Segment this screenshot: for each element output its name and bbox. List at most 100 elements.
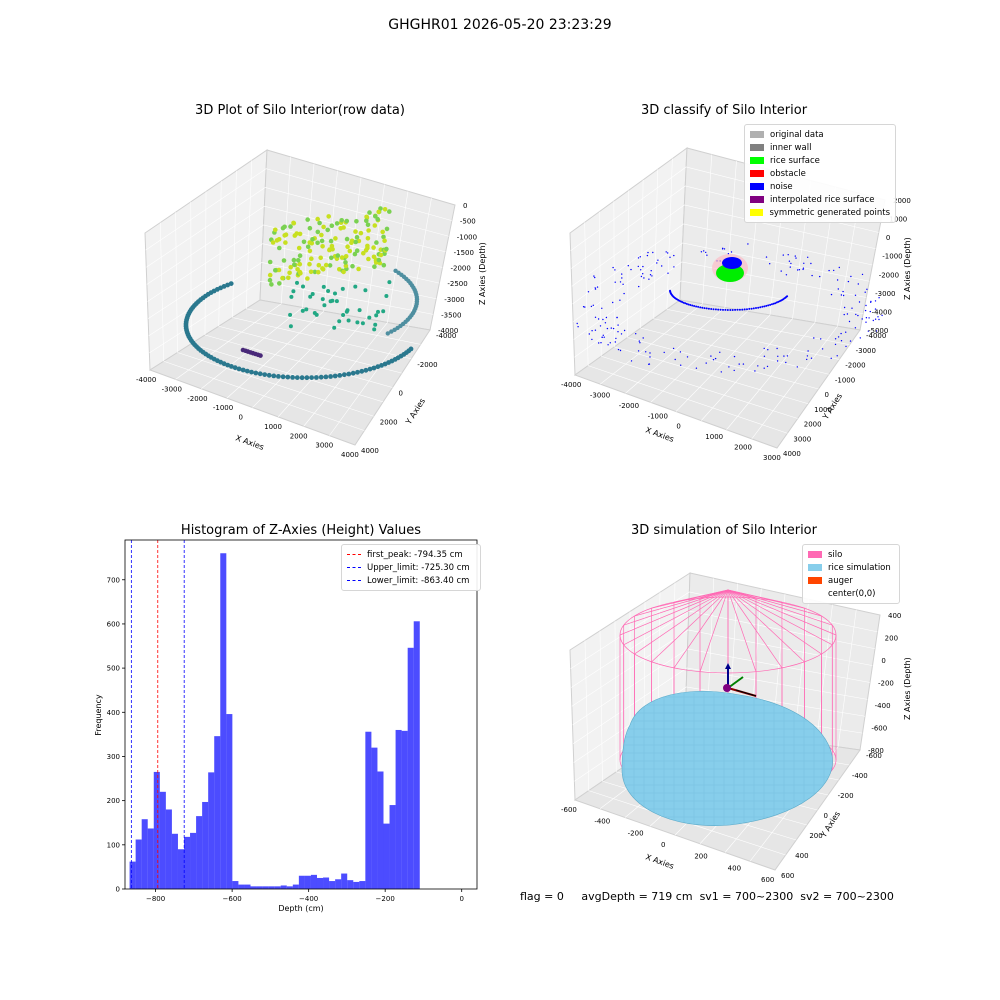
sim-legend-swatch: [808, 564, 822, 571]
raw-xtick-label: 2000: [290, 432, 308, 440]
classify-noise-point: [834, 338, 837, 340]
raw-grid-line: [218, 181, 222, 327]
classify-noise-point: [867, 330, 870, 332]
raw-point: [333, 291, 337, 296]
classify-legend-swatch: [750, 196, 764, 203]
classify-ytick-label: -4000: [866, 332, 886, 340]
raw-point: [292, 262, 297, 267]
classify-grid-line: [751, 326, 838, 440]
raw-point: [283, 240, 288, 245]
raw-point: [328, 238, 334, 244]
classify-noise-point: [813, 337, 815, 339]
raw-point: [290, 375, 295, 380]
sim-3d-plot: -600 -400 -200 0 200 400 600 -600 -400 -200 0 200 40…: [561, 572, 912, 884]
raw-point: [353, 229, 358, 234]
classify-noise-point: [797, 269, 799, 271]
raw-point: [240, 367, 246, 373]
histogram-bar: [196, 816, 203, 889]
raw-point: [221, 284, 227, 289]
sim-legend-label: silo: [828, 549, 843, 560]
sim-silo-roof-line: [699, 589, 729, 599]
raw-grid-line: [252, 314, 346, 408]
raw-point: [228, 281, 234, 286]
raw-point: [288, 224, 293, 229]
classify-grid-line: [640, 179, 644, 329]
raw-grid-line: [387, 191, 409, 323]
raw-point: [273, 227, 278, 233]
classify-noise-point: [710, 355, 712, 357]
raw-grid-line: [145, 168, 452, 251]
classify-noise-point: [851, 307, 853, 309]
classify-noise-point: [802, 268, 804, 271]
raw-grid-line: [148, 262, 437, 337]
classify-noise-point: [729, 309, 732, 311]
classify-noise-point: [765, 304, 768, 307]
raw-point: [297, 261, 303, 267]
raw-point: [299, 375, 305, 381]
raw-point: [285, 374, 291, 380]
classify-noise-point: [663, 351, 665, 354]
raw-point: [372, 264, 377, 269]
classify-noise-point: [714, 357, 717, 360]
sim-auger-z-arrowhead: [725, 663, 731, 669]
raw-point: [335, 253, 341, 258]
raw-ytick-label: -4000: [436, 332, 456, 340]
classify-grid-line: [572, 242, 870, 322]
raw-point: [339, 255, 345, 260]
classify-noise-point: [821, 348, 824, 350]
raw-point: [267, 259, 273, 265]
histogram-xtick-label: 0: [459, 895, 463, 903]
sim-legend-label: auger: [828, 575, 853, 586]
classify-noise-point: [651, 275, 653, 277]
histogram-bar: [286, 886, 293, 889]
classify-noise-point: [705, 307, 708, 310]
raw-point: [378, 252, 384, 258]
raw-point: [253, 370, 259, 376]
raw-point: [382, 361, 388, 367]
classify-grid-line: [653, 318, 840, 360]
classify-noise-point: [840, 340, 843, 342]
sim-legend-swatch: [808, 551, 822, 558]
classify-noise-point: [830, 357, 832, 359]
histogram-bar: [165, 809, 172, 889]
raw-point: [354, 235, 360, 240]
raw-point: [381, 262, 387, 268]
raw-point: [366, 228, 371, 233]
raw-point: [354, 248, 360, 253]
classify-noise-point: [877, 316, 879, 318]
classify-noise-point: [669, 289, 671, 292]
raw-xtick-label: -2000: [187, 395, 207, 403]
raw-point: [343, 254, 349, 259]
raw-point: [270, 240, 276, 245]
raw-point: [267, 272, 273, 278]
raw-ytick-label: 4000: [361, 447, 379, 455]
classify-noise-point: [836, 279, 839, 281]
sim-center-marker: [723, 684, 731, 692]
classify-noise-point: [770, 303, 773, 306]
classify-legend-swatch: [750, 144, 764, 151]
classify-noise-point: [703, 250, 705, 252]
histogram-legend-swatch: [347, 554, 361, 555]
raw-point: [366, 256, 371, 262]
raw-grid-line: [147, 243, 440, 319]
sim-silo-roof-line: [673, 589, 729, 603]
classify-noise-point: [734, 308, 737, 311]
classify-noise-point: [623, 292, 625, 295]
status-footer: flag = 0 avgDepth = 719 cm sv1 = 700~230…: [520, 890, 894, 903]
classify-noise-point: [848, 320, 851, 323]
raw-point: [232, 365, 238, 371]
classify-noise-point: [617, 324, 619, 326]
classify-noise-point: [646, 254, 649, 257]
classify-noise-point: [640, 269, 642, 271]
sim-grid-line: [837, 609, 857, 747]
classify-noise-point: [652, 251, 654, 254]
classify-grid-line: [701, 318, 793, 421]
classify-noise-point: [720, 371, 722, 373]
raw-point: [332, 373, 338, 379]
histogram-bar: [383, 823, 390, 889]
classify-noise-point: [673, 266, 675, 268]
classify-noise-point: [590, 305, 593, 308]
classify-grid-line: [571, 204, 876, 287]
figure-title: GHGHR01 2026-05-20 23:23:29: [388, 17, 612, 33]
classify-legend-item: rice surface: [750, 154, 890, 167]
